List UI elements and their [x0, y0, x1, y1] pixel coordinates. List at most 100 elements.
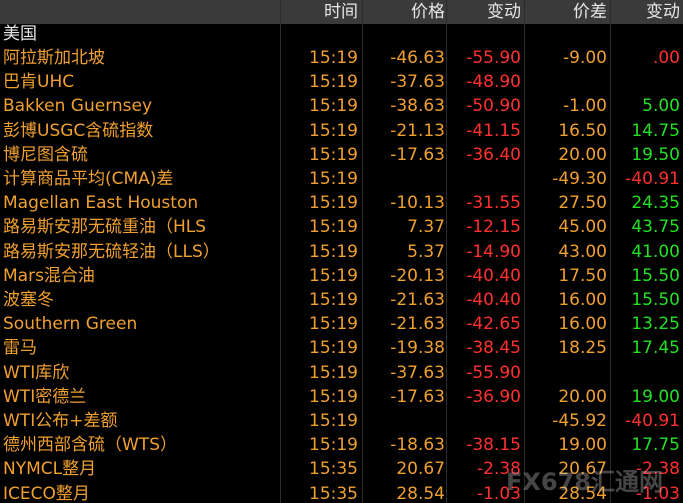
value-cell: -40.91 [625, 411, 680, 431]
value-cell: -2.38 [477, 459, 521, 480]
time-cell: 15:19 [309, 72, 358, 93]
value-cell: -38.63 [390, 96, 445, 117]
time-cell: 15:19 [309, 193, 358, 214]
value-cell: 15.50 [631, 290, 680, 310]
value-cell: -49.30 [552, 169, 607, 189]
time-cell: 15:19 [309, 120, 358, 141]
column-separator [362, 0, 363, 503]
column-header: 价格 [411, 2, 445, 22]
instrument-name: 巴肯UHC [3, 72, 75, 93]
column-separator [610, 0, 611, 503]
time-cell: 15:19 [309, 96, 358, 117]
value-cell: -10.13 [390, 193, 445, 214]
instrument-name: 波塞冬 [3, 290, 54, 310]
time-cell: 15:19 [309, 144, 358, 165]
value-cell: 5.00 [642, 96, 680, 117]
value-cell: -42.65 [466, 314, 521, 335]
value-cell: 14.75 [631, 120, 680, 141]
value-cell: -21.63 [390, 290, 445, 310]
value-cell: -41.15 [466, 120, 521, 141]
value-cell: 7.37 [407, 217, 445, 238]
value-cell: -37.63 [390, 72, 445, 93]
column-separator [280, 0, 281, 503]
value-cell: -19.38 [390, 338, 445, 359]
value-cell: -46.63 [390, 48, 445, 68]
value-cell: -1.03 [477, 483, 521, 503]
instrument-name: 计算商品平均(CMA)差 [3, 169, 174, 189]
value-cell: 16.50 [558, 120, 607, 141]
value-cell: 18.25 [558, 338, 607, 359]
instrument-name: Mars混合油 [3, 265, 95, 286]
value-cell: 17.45 [631, 338, 680, 359]
watermark: FX678汇通网 [506, 468, 663, 496]
column-header: 变动 [646, 2, 680, 22]
time-cell: 15:19 [309, 290, 358, 310]
time-cell: 15:19 [309, 48, 358, 68]
instrument-name: 彭博USGC含硫指数 [3, 120, 154, 141]
time-cell: 15:19 [309, 411, 358, 431]
value-cell: 20.00 [558, 386, 607, 407]
value-cell: -40.91 [625, 169, 680, 189]
value-cell: 15.50 [631, 265, 680, 286]
value-cell: -14.90 [466, 241, 521, 262]
value-cell: -37.63 [390, 362, 445, 383]
value-cell: -2.38 [636, 459, 680, 480]
instrument-name: Southern Green [3, 314, 138, 335]
value-cell: 28.54 [558, 483, 607, 503]
value-cell: 17.75 [631, 435, 680, 456]
time-cell: 15:19 [309, 241, 358, 262]
instrument-name: 德州西部含硫（WTS） [3, 435, 177, 456]
value-cell: -36.40 [466, 144, 521, 165]
instrument-name: 雷马 [3, 338, 37, 359]
value-cell: 41.00 [631, 241, 680, 262]
value-cell: -17.63 [390, 386, 445, 407]
instrument-name: NYMCL整月 [3, 459, 97, 480]
time-cell: 15:35 [309, 483, 358, 503]
value-cell: 13.25 [631, 314, 680, 335]
value-cell: 27.50 [558, 193, 607, 214]
value-cell: 24.35 [631, 193, 680, 214]
instrument-name: 博尼图含硫 [3, 144, 88, 165]
value-cell: -40.40 [466, 290, 521, 310]
value-cell: 20.67 [558, 459, 607, 480]
value-cell: .00 [652, 48, 680, 68]
instrument-name: WTI公布+差额 [3, 411, 118, 431]
header-bar [0, 0, 683, 24]
value-cell: -20.13 [390, 265, 445, 286]
column-header: 时间 [324, 2, 358, 22]
value-cell: -50.90 [466, 96, 521, 117]
time-cell: 15:19 [309, 265, 358, 286]
value-cell: -31.55 [466, 193, 521, 214]
value-cell: 19.00 [631, 386, 680, 407]
value-cell: 20.00 [558, 144, 607, 165]
value-cell: -38.45 [466, 338, 521, 359]
instrument-name: ICECO整月 [3, 483, 90, 503]
value-cell: -21.63 [390, 314, 445, 335]
time-cell: 15:19 [309, 169, 358, 189]
instrument-name: Magellan East Houston [3, 193, 199, 214]
column-separator [524, 0, 525, 503]
time-cell: 15:19 [309, 217, 358, 238]
value-cell: 17.50 [558, 265, 607, 286]
column-header: 价差 [573, 2, 607, 22]
time-cell: 15:19 [309, 314, 358, 335]
value-cell: -38.15 [466, 435, 521, 456]
column-header: 变动 [487, 2, 521, 22]
instrument-name: WTI密德兰 [3, 386, 87, 407]
instrument-name: WTI库欣 [3, 362, 70, 383]
time-cell: 15:19 [309, 362, 358, 383]
value-cell: -21.13 [390, 120, 445, 141]
time-cell: 15:19 [309, 386, 358, 407]
value-cell: -55.90 [466, 362, 521, 383]
instrument-name: 路易斯安那无硫重油（HLS [3, 217, 207, 238]
section-label: 美国 [3, 24, 37, 44]
value-cell: 45.00 [558, 217, 607, 238]
value-cell: -36.90 [466, 386, 521, 407]
instrument-name: 阿拉斯加北坡 [3, 48, 105, 68]
value-cell: 19.50 [631, 144, 680, 165]
value-cell: -48.90 [466, 72, 521, 93]
value-cell: 16.00 [558, 314, 607, 335]
value-cell: -9.00 [563, 48, 607, 68]
value-cell: -1.03 [636, 483, 680, 503]
